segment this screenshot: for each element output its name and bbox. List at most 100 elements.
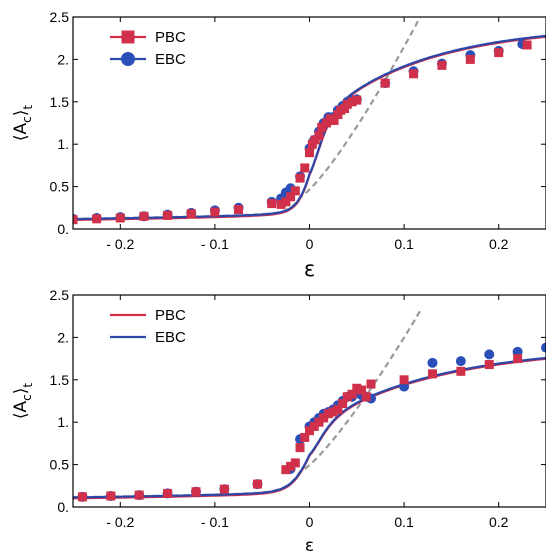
data-point-ebc — [455, 356, 466, 367]
y-tick-label: 2.5 — [50, 287, 70, 303]
data-point-pbc — [437, 60, 447, 70]
data-point-pbc — [522, 40, 532, 50]
y-label-sub2: t — [21, 105, 35, 110]
x-tick-label: - 0.2 — [106, 514, 134, 530]
data-point-pbc — [338, 399, 348, 409]
y-label-main: ⟨A — [11, 122, 31, 141]
data-point-pbc — [92, 214, 102, 224]
y-label-close: ⟩ — [11, 388, 31, 395]
y-tick-label: 1.5 — [50, 372, 70, 388]
data-point-pbc — [513, 354, 523, 364]
data-point-ebc — [541, 342, 546, 353]
data-point-pbc — [286, 192, 296, 202]
data-point-pbc — [323, 409, 333, 419]
data-point-pbc — [314, 417, 324, 427]
data-point-pbc — [456, 366, 466, 376]
y-label-main: ⟨A — [11, 400, 31, 419]
data-point-pbc — [427, 369, 437, 379]
x-tick-label: - 0.1 — [201, 514, 229, 530]
data-point-pbc — [333, 404, 343, 414]
data-point-pbc — [286, 461, 296, 471]
data-point-pbc — [305, 426, 314, 436]
legend-marker-pbc — [121, 30, 135, 44]
data-point-pbc — [295, 173, 305, 183]
data-point-pbc — [234, 204, 244, 214]
y-tick-label: 2. — [57, 51, 69, 67]
data-point-pbc — [314, 131, 324, 141]
x-tick-label: 0 — [306, 236, 314, 252]
pbc-fit-line — [73, 35, 546, 221]
data-point-pbc — [134, 490, 144, 500]
y-tick-label: 0. — [57, 221, 69, 237]
y-label-sub: c — [20, 116, 34, 123]
x-tick-label: 0.1 — [394, 236, 414, 252]
data-point-pbc — [309, 421, 319, 431]
data-point-pbc — [305, 148, 314, 158]
series-pbc — [77, 354, 523, 502]
data-point-pbc — [276, 199, 286, 209]
legend-label-pbc: PBC — [155, 307, 186, 324]
data-point-pbc — [409, 69, 419, 79]
legend-label-ebc: EBC — [155, 51, 186, 68]
legend: PBC EBC — [110, 29, 186, 68]
data-point-pbc — [219, 484, 229, 494]
y-tick-label: 2.5 — [50, 9, 70, 25]
x-tick-label: - 0.2 — [106, 236, 134, 252]
chart-panel-2: - 0.2 - 0.1 0 0.1 0.2 0. 0.5 1. 1.5 2. 2.5 ε ⟨Ac⟩t PB… — [11, 287, 546, 556]
data-point-pbc — [329, 115, 339, 125]
y-axis-label: ⟨Ac⟩t — [11, 105, 35, 142]
x-axis-label: ε — [304, 257, 315, 281]
data-point-pbc — [139, 211, 149, 221]
data-point-pbc — [366, 379, 376, 389]
data-point-pbc — [300, 432, 310, 442]
plot-area — [73, 17, 546, 225]
data-point-pbc — [342, 392, 352, 402]
data-point-pbc — [210, 207, 220, 217]
y-label-sub2: t — [21, 383, 35, 388]
plot-area — [73, 308, 546, 502]
data-point-pbc — [186, 209, 196, 219]
data-point-pbc — [317, 122, 327, 132]
data-point-pbc — [163, 488, 173, 498]
data-point-pbc — [267, 199, 277, 209]
data-point-pbc — [77, 492, 87, 502]
data-point-pbc — [281, 197, 291, 207]
data-point-ebc — [427, 357, 438, 368]
chart-panel-1: - 0.2 - 0.1 0 0.1 0.2 0. 0.5 1. 1.5 2. 2.5 ε ⟨Ac⟩t PB… — [11, 9, 546, 281]
plot-frame — [72, 294, 546, 508]
data-point-pbc — [106, 491, 116, 501]
data-point-pbc — [357, 385, 367, 395]
data-point-pbc — [347, 389, 357, 399]
data-point-pbc — [319, 413, 329, 423]
x-tick-label: 0.2 — [489, 514, 509, 530]
x-axis-label: ε — [305, 536, 314, 556]
data-point-pbc — [73, 215, 78, 225]
y-tick-label: 1. — [57, 414, 69, 430]
y-tick-label: 0.5 — [50, 179, 70, 195]
data-point-pbc — [352, 95, 362, 105]
data-point-pbc — [484, 360, 494, 370]
data-point-pbc — [399, 375, 409, 385]
y-tick-label: 0. — [57, 499, 69, 515]
data-point-pbc — [115, 213, 125, 223]
x-tick-label: 0.1 — [394, 514, 414, 530]
data-point-pbc — [361, 392, 371, 402]
series-pbc — [73, 40, 532, 225]
y-label-sub: c — [20, 394, 34, 401]
y-label-close: ⟩ — [11, 110, 31, 117]
ebc-fit-line — [73, 356, 546, 499]
data-point-pbc — [300, 163, 310, 173]
data-point-pbc — [281, 465, 291, 475]
data-point-pbc — [191, 487, 201, 497]
data-point-pbc — [163, 210, 173, 220]
x-tick-label: 0 — [306, 514, 314, 530]
series-ebc — [73, 39, 528, 224]
data-point-pbc — [342, 99, 352, 109]
data-point-pbc — [352, 383, 362, 393]
legend-label-ebc: EBC — [155, 329, 186, 346]
x-tick-label: - 0.1 — [201, 236, 229, 252]
y-tick-label: 0.5 — [50, 457, 70, 473]
data-point-pbc — [252, 479, 262, 489]
y-tick-label: 1.5 — [50, 94, 70, 110]
data-point-pbc — [380, 78, 390, 88]
